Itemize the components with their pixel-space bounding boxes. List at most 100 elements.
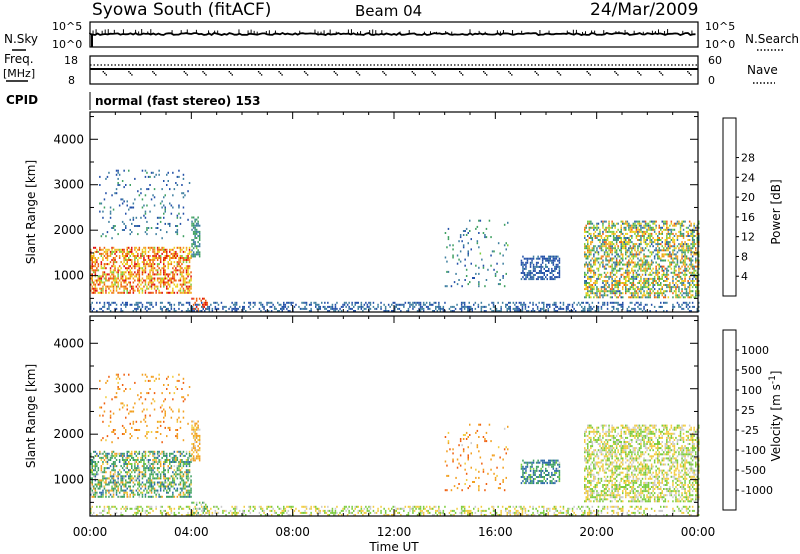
velocity-cell bbox=[105, 471, 107, 474]
power-cell bbox=[541, 255, 544, 258]
freq-unit: [MHz] bbox=[3, 67, 35, 80]
power-cell bbox=[163, 261, 165, 264]
power-cell bbox=[406, 310, 408, 312]
power-cell bbox=[552, 261, 555, 264]
power-cell bbox=[128, 267, 130, 270]
power-cell bbox=[611, 243, 613, 246]
power-cell bbox=[478, 283, 480, 286]
power-cell bbox=[643, 257, 645, 260]
velocity-cell bbox=[149, 495, 151, 498]
power-cell bbox=[447, 236, 450, 239]
power-cell bbox=[526, 257, 529, 260]
power-cell bbox=[109, 250, 112, 253]
power-cell bbox=[634, 263, 636, 266]
power-cell bbox=[591, 249, 594, 252]
velocity-cell bbox=[190, 489, 192, 492]
power-cell bbox=[146, 229, 148, 231]
velocity-cell bbox=[203, 509, 205, 512]
power-cell bbox=[173, 246, 176, 249]
power-cell bbox=[658, 255, 660, 258]
power-cell bbox=[634, 275, 636, 278]
power-cell bbox=[641, 230, 644, 233]
power-cell bbox=[90, 307, 92, 310]
power-cell bbox=[456, 254, 459, 257]
power-cell bbox=[409, 303, 411, 306]
velocity-cell bbox=[159, 489, 162, 492]
velocity-cell bbox=[91, 473, 93, 476]
power-cell bbox=[679, 261, 682, 264]
power-cell bbox=[597, 288, 600, 291]
power-cell bbox=[438, 307, 440, 310]
velocity-cell bbox=[149, 465, 151, 468]
power-cell bbox=[602, 222, 604, 225]
power-cell bbox=[243, 301, 245, 304]
power-cell bbox=[438, 303, 440, 306]
power-cell bbox=[156, 248, 159, 251]
velocity-cell bbox=[105, 495, 107, 498]
power-cell bbox=[644, 220, 647, 223]
power-cell bbox=[678, 286, 680, 289]
power-cell bbox=[591, 269, 594, 272]
power-cell bbox=[172, 281, 174, 284]
velocity-cell bbox=[166, 459, 168, 461]
power-cell bbox=[187, 310, 189, 312]
velocity-cell bbox=[185, 469, 188, 472]
power-cell bbox=[120, 271, 122, 274]
power-cell bbox=[617, 286, 619, 289]
power-cell bbox=[348, 307, 350, 310]
power-cell bbox=[441, 307, 443, 310]
power-cell bbox=[91, 263, 93, 266]
power-cell bbox=[112, 289, 115, 292]
power-cell bbox=[438, 305, 440, 308]
power-cell bbox=[602, 259, 604, 262]
velocity-cell bbox=[195, 503, 198, 506]
power-cell bbox=[691, 265, 694, 268]
power-cell bbox=[666, 273, 668, 276]
power-cell bbox=[629, 292, 632, 295]
power-cell bbox=[608, 253, 610, 256]
power-cell bbox=[631, 282, 633, 284]
velocity-cell bbox=[184, 483, 186, 486]
velocity-cell bbox=[156, 467, 159, 470]
velocity-cell bbox=[96, 483, 98, 486]
power-cell bbox=[547, 307, 549, 310]
velocity-cell bbox=[121, 495, 124, 498]
velocity-cell bbox=[170, 475, 173, 478]
power-cell bbox=[198, 297, 201, 300]
power-cell bbox=[588, 249, 591, 252]
power-cell bbox=[115, 188, 118, 191]
power-cell bbox=[191, 305, 194, 308]
velocity-cell bbox=[138, 485, 141, 488]
power-cell bbox=[497, 242, 500, 245]
power-cell bbox=[149, 261, 151, 264]
power-cell bbox=[669, 247, 671, 250]
power-cell bbox=[611, 232, 613, 235]
power-cell bbox=[342, 303, 344, 306]
velocity-cell bbox=[134, 461, 136, 463]
velocity-cell bbox=[164, 475, 166, 478]
power-cell bbox=[554, 276, 556, 279]
power-cell bbox=[590, 253, 592, 256]
power-cell bbox=[205, 303, 207, 306]
power-cell bbox=[267, 301, 270, 304]
power-cell bbox=[132, 277, 135, 280]
power-cell bbox=[655, 269, 657, 272]
power-cell bbox=[508, 305, 510, 308]
power-cell bbox=[477, 303, 480, 306]
power-cell bbox=[149, 255, 151, 257]
power-cell bbox=[647, 243, 650, 246]
power-cell bbox=[660, 301, 662, 304]
power-cell bbox=[628, 290, 630, 293]
power-cell bbox=[603, 228, 606, 231]
power-cell bbox=[643, 232, 645, 235]
velocity-cell bbox=[105, 489, 107, 492]
power-cell bbox=[603, 290, 606, 293]
power-cell bbox=[597, 267, 600, 270]
velocity-cell bbox=[156, 456, 159, 459]
velocity-cell bbox=[163, 454, 165, 457]
velocity-cell bbox=[155, 473, 157, 476]
power-cell bbox=[647, 249, 650, 252]
power-cell bbox=[394, 305, 396, 308]
power-cell bbox=[655, 261, 657, 264]
power-cell bbox=[691, 263, 694, 266]
